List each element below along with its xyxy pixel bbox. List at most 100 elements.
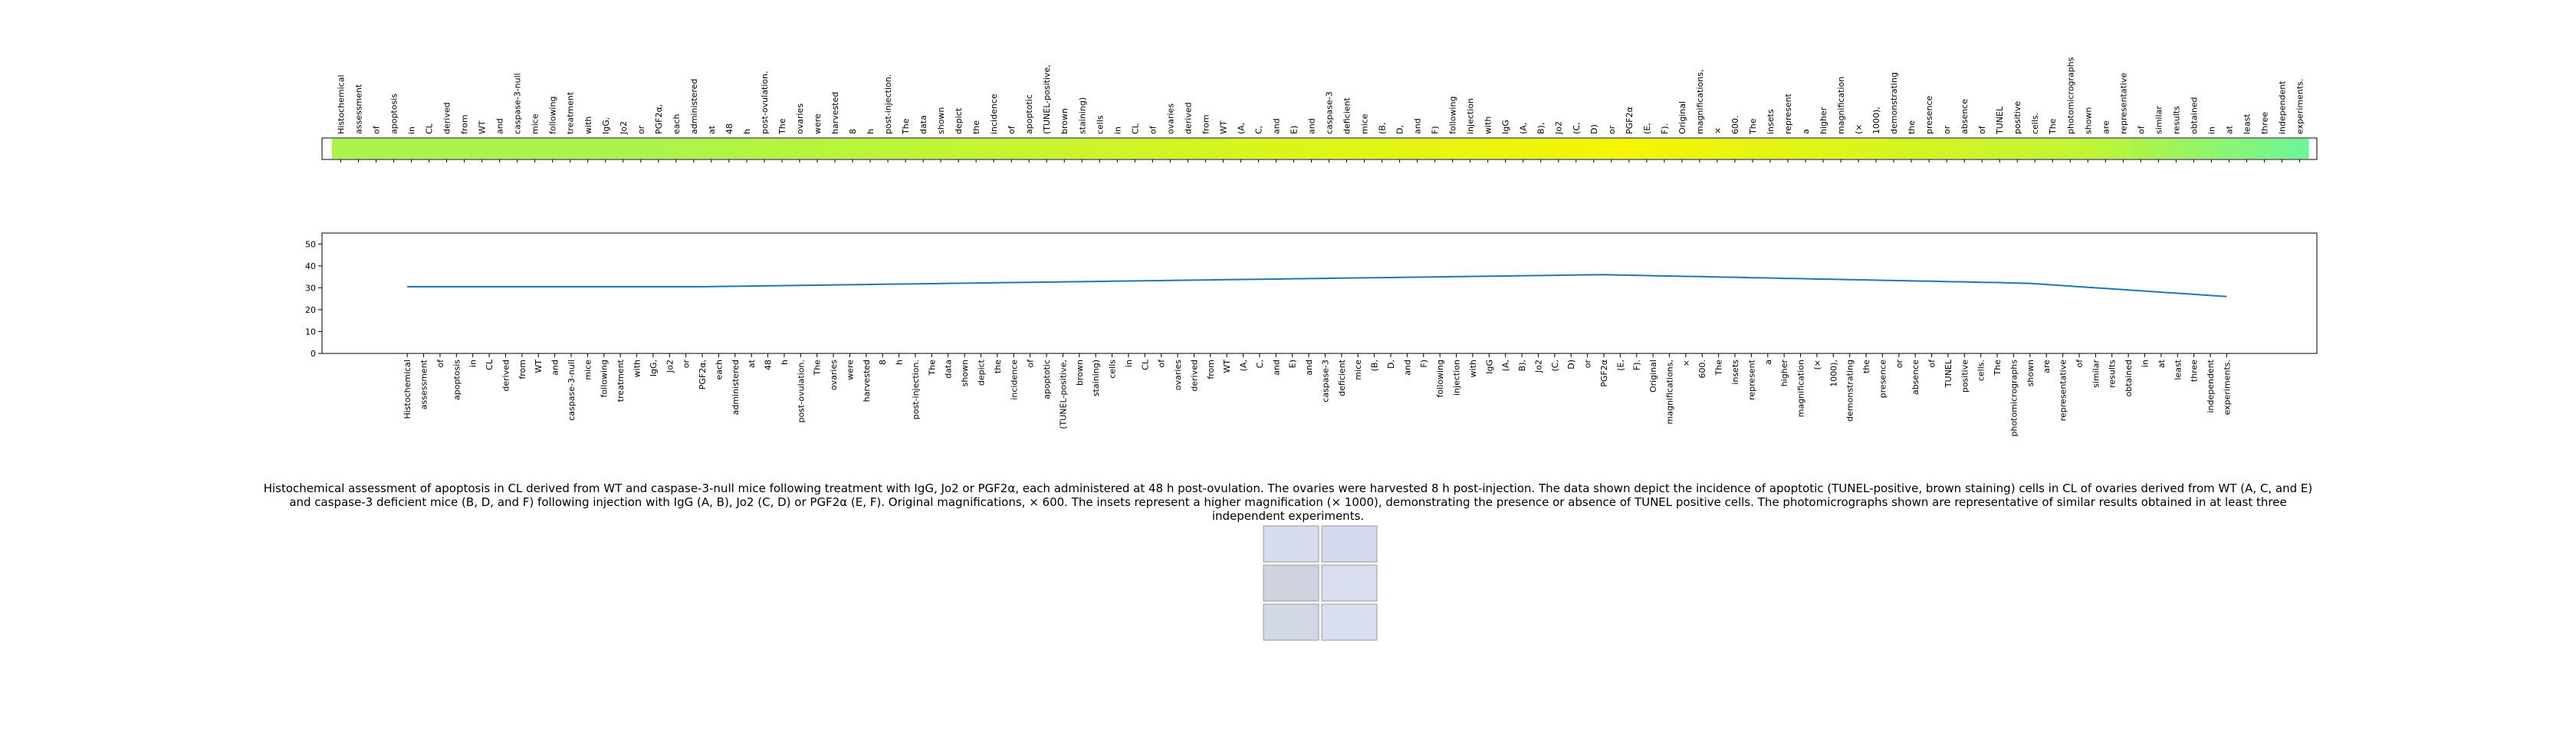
x-tick-label: caspase-3 [1320, 360, 1330, 402]
y-tick-label: 40 [305, 261, 316, 271]
y-tick-label: 0 [310, 349, 316, 359]
x-tick-label: F) [1431, 126, 1441, 134]
heat-cell [1090, 139, 1109, 159]
x-tick-label: a [1801, 129, 1811, 134]
heat-cell [1037, 139, 1056, 159]
heat-cell [649, 139, 668, 159]
x-tick-label: administered [689, 79, 699, 134]
heat-cell [2220, 139, 2239, 159]
x-tick-label: mice [1360, 113, 1370, 134]
heat-cell [1002, 139, 1021, 159]
micrograph [1263, 525, 1319, 563]
heat-cell [685, 139, 703, 159]
x-tick-label: ovaries [1165, 104, 1175, 134]
x-tick-label: shown [960, 360, 970, 386]
x-tick-label: apoptotic [1042, 360, 1052, 399]
x-tick-label: photomicrographs [2009, 360, 2019, 437]
heat-cell [879, 139, 898, 159]
x-tick-label: with [583, 117, 593, 134]
x-tick-label: PGF2α, [654, 104, 664, 134]
heat-cell [896, 139, 915, 159]
x-tick-label: depict [976, 359, 986, 386]
y-tick-label: 30 [305, 283, 316, 293]
heat-cell [790, 139, 809, 159]
x-tick-label: of [1148, 125, 1158, 134]
heat-cell [1796, 139, 1815, 159]
x-tick-label: TUNEL [1944, 359, 1953, 388]
heat-cell [1284, 139, 1303, 159]
x-tick-label: assessment [419, 359, 429, 409]
heat-cell [1620, 139, 1638, 159]
heat-cell [2272, 139, 2292, 159]
x-tick-label: and [1271, 360, 1281, 376]
heat-cell [1726, 139, 1744, 159]
heat-cell [2008, 139, 2027, 159]
y-tick-label: 50 [305, 239, 316, 249]
x-tick-label: and [1413, 118, 1423, 134]
heat-cell [2149, 139, 2168, 159]
x-tick-label: IgG, [601, 117, 611, 134]
x-tick-label: WT [1218, 120, 1228, 134]
x-tick-label: at [707, 125, 717, 134]
x-tick-label: apoptosis [452, 360, 462, 400]
heat-cell [1691, 139, 1709, 159]
heat-cell [1884, 139, 1904, 159]
x-tick-label: similar [2091, 360, 2101, 388]
x-tick-label: Jo2 [665, 360, 675, 373]
heat-cell [438, 139, 456, 159]
heat-cell [455, 139, 474, 159]
x-tick-label: or [1894, 360, 1904, 369]
x-tick-label: and [1402, 360, 1412, 376]
x-tick-label: three [2190, 360, 2200, 382]
x-tick-label: obtained [2189, 97, 2199, 134]
x-tick-label: from [460, 114, 470, 134]
x-tick-label: insets [1766, 109, 1776, 134]
heat-cell [1832, 139, 1851, 159]
heat-cell [1549, 139, 1568, 159]
x-tick-label: data [944, 360, 954, 379]
x-tick-label: results [2108, 360, 2118, 388]
x-tick-label: obtained [2124, 360, 2134, 397]
x-tick-label: higher [1819, 107, 1829, 134]
heat-cell [385, 139, 403, 159]
heat-cell [2255, 139, 2274, 159]
x-tick-label: apoptotic [1024, 94, 1034, 134]
heat-cell [861, 139, 880, 159]
heat-cell [1761, 139, 1779, 159]
x-tick-label: higher [1779, 360, 1789, 387]
x-tick-label: of [1026, 359, 1036, 368]
heat-cell [1708, 139, 1727, 159]
heat-cell [2026, 139, 2045, 159]
x-tick-label: F) [1419, 360, 1429, 368]
x-tick-label: (C, [1550, 360, 1560, 371]
x-tick-label: The [2048, 118, 2058, 135]
heat-cell [1514, 139, 1533, 159]
heat-cell [1196, 139, 1215, 159]
x-tick-label: depict [954, 107, 964, 134]
heat-cell [473, 139, 491, 159]
heat-cell [2043, 139, 2062, 159]
micrograph-grid [1263, 525, 1378, 641]
heat-cell [1320, 139, 1339, 159]
x-tick-label: treatment [616, 359, 626, 402]
micrograph [1321, 603, 1378, 641]
heat-cell [2114, 139, 2133, 159]
heat-cell [1902, 139, 1921, 159]
x-tick-label: are [2101, 120, 2111, 134]
x-tick-label: TUNEL [1995, 106, 2005, 135]
x-tick-label: in [1112, 127, 1122, 134]
x-tick-label: were [813, 113, 823, 134]
heat-cell [2167, 139, 2186, 159]
x-tick-label: each [672, 113, 682, 134]
x-tick-label: The [1748, 118, 1758, 135]
x-tick-label: IgG [1501, 120, 1511, 134]
heat-cell [1444, 139, 1462, 159]
x-tick-label: from [518, 360, 527, 380]
x-tick-label: (A, [1239, 360, 1249, 371]
heat-cell [826, 139, 845, 159]
x-tick-label: from [1201, 114, 1211, 134]
x-tick-label: following [1435, 360, 1445, 397]
heat-cell [420, 139, 439, 159]
x-tick-label: magnifications, [1695, 70, 1705, 134]
x-tick-label: h [866, 129, 876, 134]
